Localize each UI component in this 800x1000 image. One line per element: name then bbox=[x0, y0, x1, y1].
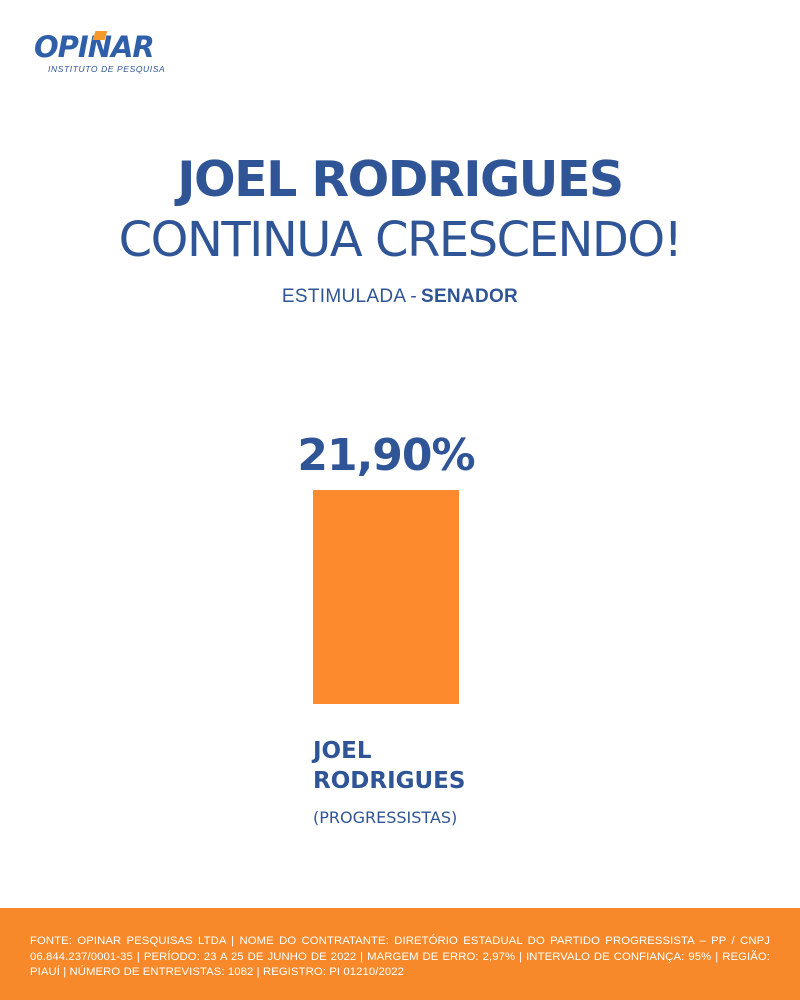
logo-tagline: INSTITUTO DE PESQUISA bbox=[48, 64, 166, 74]
party-label: (PROGRESSISTAS) bbox=[313, 808, 457, 827]
bar-joel-rodrigues bbox=[313, 490, 459, 704]
opinar-logo: OPINAR INSTITUTO DE PESQUISA bbox=[34, 30, 174, 80]
poll-subtitle: ESTIMULADA - SENADOR bbox=[0, 286, 800, 308]
bar-value-label: 21,90% bbox=[297, 430, 474, 481]
poll-office: SENADOR bbox=[420, 286, 519, 307]
category-label-line-2: RODRIGUES bbox=[313, 768, 465, 794]
headline-line-2: CONTINUA CRESCENDO! bbox=[118, 212, 683, 268]
footer-source-text: FONTE: OPINAR PESQUISAS LTDA | NOME DO C… bbox=[30, 935, 770, 978]
subtitle-separator: - bbox=[410, 286, 417, 307]
bar-chart: 21,90% JOEL RODRIGUES (PROGRESSISTAS) bbox=[297, 430, 475, 827]
headline: JOEL RODRIGUES CONTINUA CRESCENDO! bbox=[0, 150, 800, 270]
footer-source: FONTE: OPINAR PESQUISAS LTDA | NOME DO C… bbox=[0, 908, 800, 1000]
category-label-line-1: JOEL bbox=[311, 738, 372, 764]
headline-line-1: JOEL RODRIGUES bbox=[177, 151, 624, 208]
poll-type: ESTIMULADA bbox=[281, 286, 407, 307]
